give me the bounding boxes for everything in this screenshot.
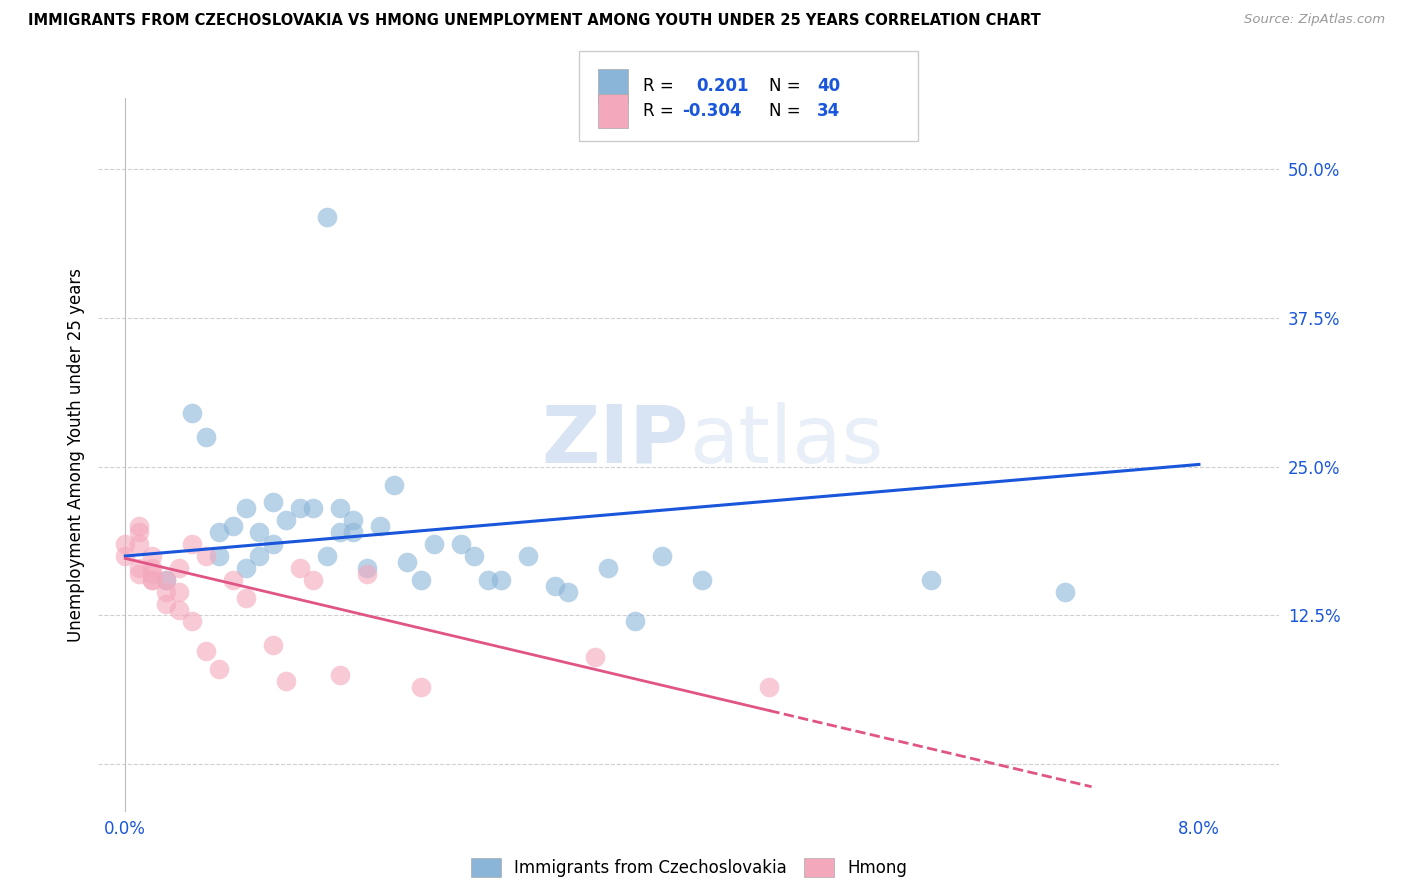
Point [141,561,163,575]
Point [208,549,231,563]
Text: 0.201: 0.201 [696,77,748,95]
Text: -0.304: -0.304 [682,102,741,120]
Point [128,519,150,533]
Point [235,561,257,575]
Point [288,501,311,516]
Text: atlas: atlas [689,401,883,480]
Point [516,549,538,563]
Point [114,549,136,563]
Point [342,525,364,540]
Point [302,573,325,587]
Point [409,680,432,694]
Point [249,525,271,540]
Point [544,579,567,593]
Point [128,537,150,551]
Point [141,566,163,581]
Point [329,501,352,516]
Text: IMMIGRANTS FROM CZECHOSLOVAKIA VS HMONG UNEMPLOYMENT AMONG YOUTH UNDER 25 YEARS : IMMIGRANTS FROM CZECHOSLOVAKIA VS HMONG … [28,13,1040,29]
Point [489,573,512,587]
Point [155,584,177,599]
Point [920,573,942,587]
Point [396,555,419,569]
Point [194,430,217,444]
Text: N =: N = [769,77,800,95]
Text: R =: R = [643,102,673,120]
Point [356,561,378,575]
Point [208,525,231,540]
Point [382,477,405,491]
Point [221,573,243,587]
Point [114,537,136,551]
Point [141,573,163,587]
Point [651,549,673,563]
Point [276,673,298,688]
Point [128,525,150,540]
Point [758,680,780,694]
Point [181,537,204,551]
Point [128,561,150,575]
Point [692,573,714,587]
Point [249,549,271,563]
Point [262,495,284,509]
Point [155,597,177,611]
Point [128,566,150,581]
Y-axis label: Unemployment Among Youth under 25 years: Unemployment Among Youth under 25 years [66,268,84,642]
Point [342,513,364,527]
Point [624,615,647,629]
Point [368,519,391,533]
Point [194,549,217,563]
Point [235,591,257,605]
Point [235,501,257,516]
Point [302,501,325,516]
Point [315,210,337,224]
Point [583,650,606,665]
Point [276,513,298,527]
Point [1053,584,1076,599]
Point [463,549,485,563]
Text: Source: ZipAtlas.com: Source: ZipAtlas.com [1244,13,1385,27]
Point [262,638,284,652]
Point [167,584,190,599]
Point [221,519,243,533]
Text: R =: R = [643,77,673,95]
Point [557,584,579,599]
Point [155,573,177,587]
Point [181,406,204,420]
Point [288,561,311,575]
Point [208,662,231,676]
Point [141,573,163,587]
Text: 34: 34 [817,102,841,120]
Point [409,573,432,587]
Text: 40: 40 [817,77,839,95]
Point [141,549,163,563]
Point [356,566,378,581]
Point [262,537,284,551]
Point [155,573,177,587]
Point [329,668,352,682]
Point [450,537,472,551]
Point [167,602,190,616]
Point [194,644,217,658]
Legend: Immigrants from Czechoslovakia, Hmong: Immigrants from Czechoslovakia, Hmong [463,849,915,886]
Text: N =: N = [769,102,800,120]
Point [423,537,446,551]
Point [477,573,499,587]
Text: ZIP: ZIP [541,401,689,480]
Point [598,561,620,575]
Point [329,525,352,540]
Point [315,549,337,563]
Point [181,615,204,629]
Point [167,561,190,575]
